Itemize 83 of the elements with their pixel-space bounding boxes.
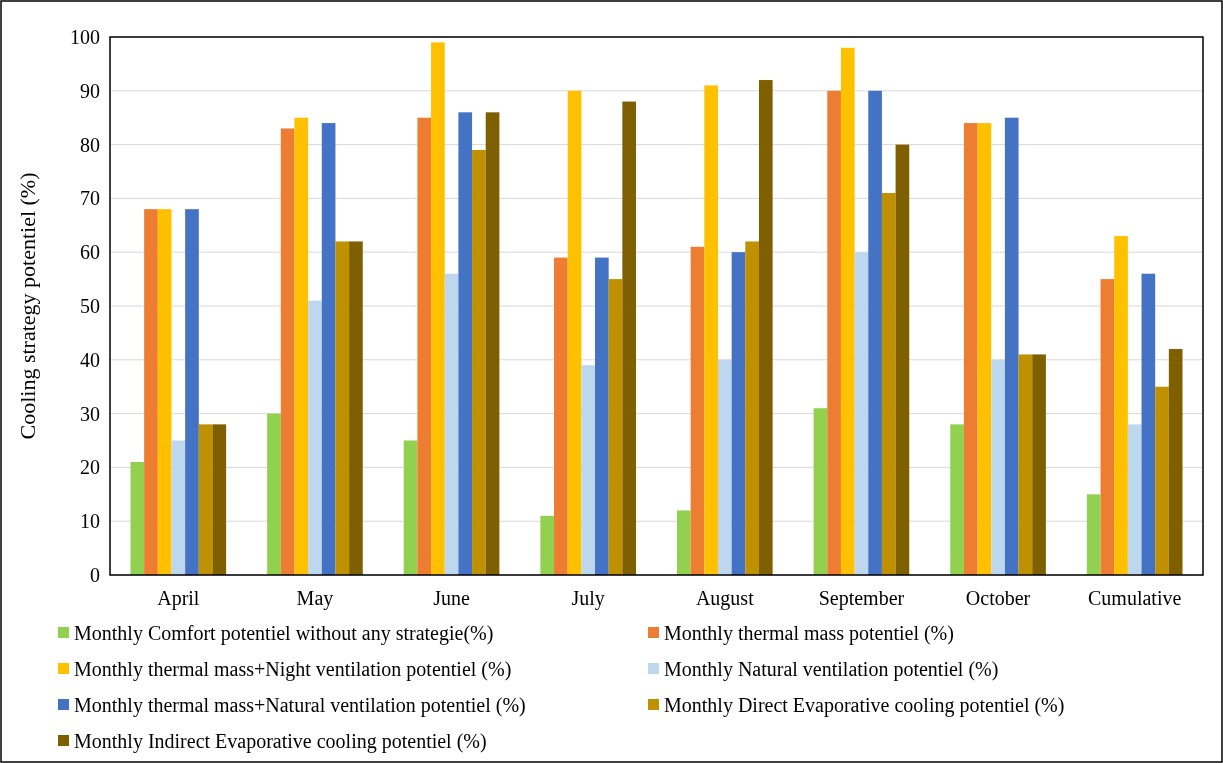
bar [690, 246, 705, 575]
x-tick-label: October [965, 587, 1031, 609]
bar [827, 90, 841, 575]
bar [171, 440, 186, 575]
bar [581, 365, 596, 575]
bar [472, 149, 486, 575]
bar [267, 413, 281, 575]
bar [144, 209, 158, 575]
legend-label: Monthly Direct Evaporative cooling potentiel (%) [664, 694, 1065, 717]
bar [417, 117, 432, 575]
x-tick-label: June [433, 587, 471, 609]
y-tick-label: 60 [80, 241, 100, 264]
bar [745, 241, 759, 575]
bar [349, 241, 363, 575]
y-tick-label: 100 [70, 26, 100, 48]
y-tick-label: 30 [80, 402, 100, 425]
x-tick-label: July [571, 587, 605, 610]
legend-label: Monthly Natural ventilation potentiel (%) [664, 658, 999, 681]
bar [950, 424, 964, 575]
bar [731, 252, 746, 575]
bar [130, 462, 145, 575]
bar [840, 47, 855, 575]
bar [308, 300, 322, 575]
x-tick-label: May [296, 587, 334, 610]
bar [157, 209, 172, 575]
bar [758, 80, 773, 575]
y-tick-label: 50 [80, 295, 100, 317]
bar [212, 424, 227, 575]
bar [185, 209, 199, 575]
legend-label: Monthly thermal mass+Natural ventilation potentiel (%) [74, 694, 526, 717]
y-tick-label: 40 [80, 348, 100, 371]
bar [280, 128, 295, 575]
bar [1018, 354, 1033, 575]
bar [991, 359, 1005, 575]
y-tick-label: 90 [80, 79, 100, 102]
bar [294, 117, 309, 575]
x-tick-label: April [157, 587, 200, 610]
bar [458, 112, 473, 575]
bar [854, 252, 869, 575]
bar [403, 440, 418, 575]
bar [335, 241, 350, 575]
y-tick-label: 0 [90, 564, 100, 586]
y-tick-label: 10 [80, 510, 100, 533]
bar [1168, 349, 1183, 575]
y-tick-label: 70 [80, 187, 100, 210]
bar [1032, 354, 1046, 575]
y-axis-title: Cooling strategy potentiel (%) [15, 172, 40, 440]
x-tick-label: August [695, 587, 755, 610]
bar [895, 144, 910, 575]
bar [813, 408, 828, 575]
bar [1141, 273, 1156, 575]
bar [1155, 386, 1169, 575]
bar [554, 257, 568, 575]
bar [1086, 494, 1101, 575]
y-tick-label: 20 [80, 456, 100, 479]
bar [1114, 236, 1128, 575]
y-tick-label: 80 [80, 133, 100, 156]
bar [321, 123, 336, 575]
bar [1004, 117, 1019, 575]
bar [622, 101, 637, 575]
legend-label: Monthly Comfort potentiel without any strategie(%) [74, 622, 494, 645]
legend-label: Monthly thermal mass potentiel (%) [664, 622, 954, 645]
bar [881, 193, 896, 575]
bar [1100, 279, 1115, 575]
bar [868, 90, 882, 575]
legend-label: Monthly Indirect Evaporative cooling potentiel (%) [74, 730, 487, 753]
bar [1127, 424, 1142, 575]
x-tick-label: Cumulative [1088, 587, 1182, 609]
bar [977, 123, 992, 575]
bar [567, 90, 582, 575]
legend-label: Monthly thermal mass+Night ventilation potentiel (%) [74, 658, 512, 681]
bar [608, 279, 623, 575]
bar [198, 424, 213, 575]
bar [676, 510, 691, 575]
bar [431, 42, 445, 575]
bar [485, 112, 500, 575]
bar [595, 257, 609, 575]
bar [540, 515, 555, 575]
bar [963, 123, 978, 575]
bar [717, 359, 732, 575]
x-tick-label: September [818, 587, 905, 610]
bar [444, 273, 459, 575]
bar [704, 85, 718, 575]
